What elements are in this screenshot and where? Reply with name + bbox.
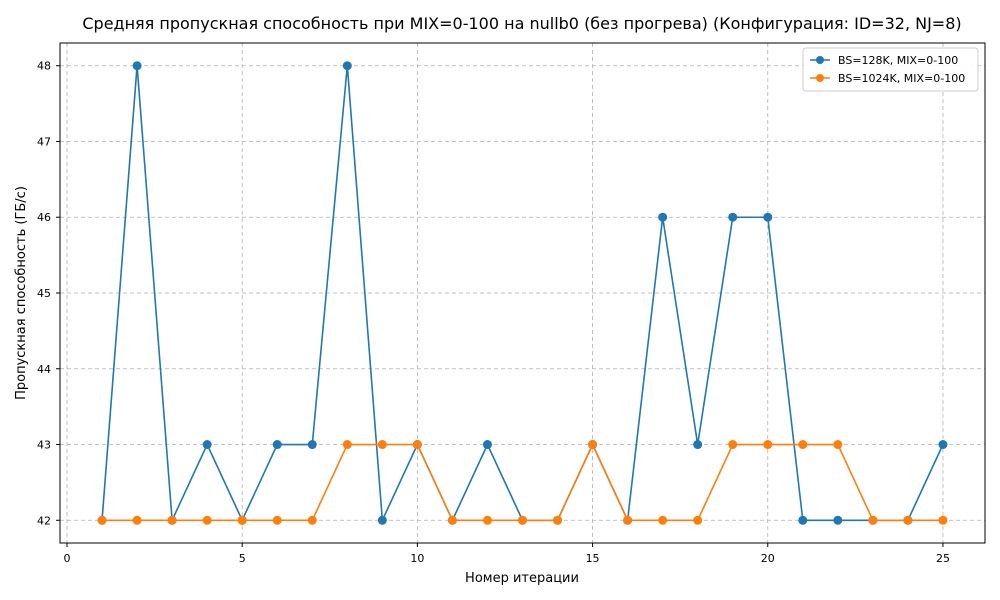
data-point: [132, 61, 142, 71]
data-point: [658, 515, 668, 525]
data-point: [763, 440, 773, 450]
legend: BS=128K, MIX=0-100 BS=1024K, MIX=0-100: [802, 47, 979, 92]
data-point: [868, 515, 878, 525]
y-tick-label: 45: [37, 287, 51, 300]
data-point: [763, 212, 773, 222]
data-point: [798, 440, 808, 450]
series-2: [97, 440, 948, 525]
x-axis-label: Номер итерации: [465, 571, 579, 586]
data-point: [377, 440, 387, 450]
data-point: [693, 515, 703, 525]
data-point: [307, 515, 317, 525]
data-point: [693, 440, 703, 450]
chart-title: Средняя пропускная способность при MIX=0…: [82, 14, 961, 33]
legend-label: BS=128K, MIX=0-100: [838, 54, 958, 67]
data-point: [272, 440, 282, 450]
data-point: [798, 515, 808, 525]
data-point: [623, 515, 633, 525]
data-point: [728, 440, 738, 450]
data-point: [132, 515, 142, 525]
data-point: [903, 515, 913, 525]
x-tick-label: 25: [936, 552, 950, 565]
data-point: [658, 212, 668, 222]
y-tick-label: 43: [37, 439, 51, 452]
data-point: [342, 61, 352, 71]
data-point: [938, 515, 948, 525]
legend-item: BS=128K, MIX=0-100: [810, 54, 958, 67]
data-point: [342, 440, 352, 450]
x-tick-label: 0: [64, 552, 71, 565]
data-point: [202, 440, 212, 450]
data-point: [412, 440, 422, 450]
data-point: [553, 515, 563, 525]
y-tick-label: 47: [37, 135, 51, 148]
x-tick-label: 5: [239, 552, 246, 565]
series-line: [102, 442, 943, 522]
data-point: [202, 515, 212, 525]
data-point: [272, 515, 282, 525]
data-point: [518, 515, 527, 525]
x-axis: 0 5 10 15 20 25: [64, 543, 950, 565]
data-point: [237, 515, 247, 525]
y-tick-label: 42: [37, 514, 51, 527]
data-point: [447, 515, 457, 525]
y-tick-label: 48: [37, 60, 51, 73]
legend-box: [802, 47, 979, 92]
x-tick-label: 20: [761, 552, 775, 565]
data-point: [833, 515, 843, 525]
x-tick-label: 10: [410, 552, 424, 565]
series-layer: [97, 61, 948, 525]
legend-label: BS=1024K, MIX=0-100: [838, 72, 965, 85]
data-point: [307, 440, 317, 450]
data-point: [377, 515, 387, 525]
y-axis: 42 43 44 45 46 47 48: [37, 60, 60, 527]
data-point: [482, 515, 492, 525]
data-point: [938, 440, 948, 450]
y-tick-label: 44: [37, 363, 51, 376]
y-axis-label: Пропускная способность (ГБ/с): [14, 186, 29, 400]
data-point: [167, 515, 177, 525]
x-tick-label: 15: [586, 552, 600, 565]
legend-swatch-marker: [816, 56, 824, 64]
grid: [60, 43, 985, 543]
data-point: [97, 515, 107, 525]
data-point: [833, 440, 843, 450]
data-point: [482, 440, 492, 450]
data-point: [728, 212, 738, 222]
legend-item: BS=1024K, MIX=0-100: [810, 72, 965, 85]
y-tick-label: 46: [37, 211, 51, 224]
data-point: [588, 440, 598, 450]
legend-swatch-marker: [816, 74, 824, 82]
